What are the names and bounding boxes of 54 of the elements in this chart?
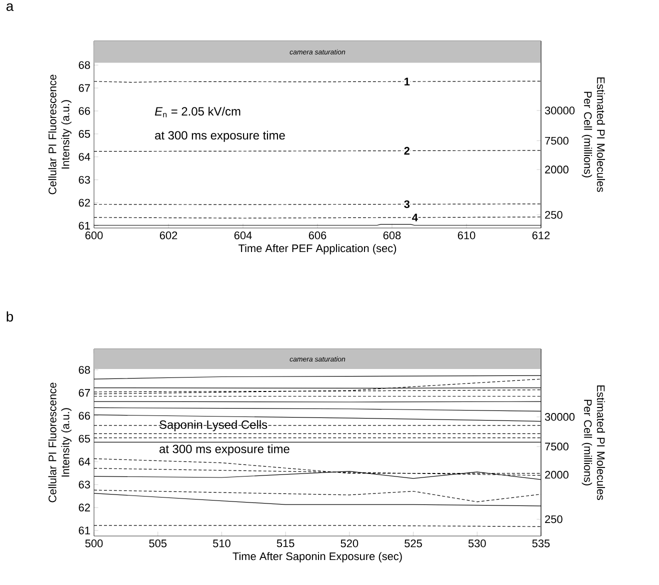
y-tick-label: 67	[78, 388, 90, 397]
y-tick-label: 61	[78, 222, 90, 230]
x-tick-label: 530	[468, 540, 486, 548]
y2-tick-label: 250	[545, 515, 562, 524]
y2-axis-title: Estimated PI Molecules Per Cell (millions)	[582, 78, 606, 192]
y2-tick-label: 2000	[545, 166, 568, 174]
y2-axis-title: Estimated PI Molecules Per Cell (millions)	[582, 386, 605, 500]
y-tick-label: 65	[78, 434, 90, 443]
annotation: E$_{n}$ = 2.05 kV/cm	[154, 106, 240, 118]
series-label: 3	[404, 200, 410, 208]
x-tick-label: 520	[340, 540, 358, 548]
annotation: at 300 ms exposure time	[160, 444, 290, 456]
y2-tick-label: 30000	[544, 106, 575, 114]
x-tick-label: 606	[308, 232, 326, 240]
x-tick-label: 510	[213, 540, 230, 548]
y-tick-label: 68	[78, 366, 90, 374]
series-label: 1	[404, 78, 410, 86]
x-tick-label: 604	[234, 232, 252, 240]
y-tick-label: 67	[78, 84, 90, 92]
y-tick-label: 63	[78, 480, 90, 488]
x-axis-title: Time After Saponin Exposure (sec)	[232, 552, 402, 562]
x-tick-label: 500	[85, 540, 103, 548]
series-label: 4	[412, 214, 418, 222]
y2-tick-label: 250	[545, 211, 562, 219]
y-tick-label: 66	[78, 412, 90, 420]
x-tick-label: 600	[85, 232, 103, 240]
y2-tick-label: 7500	[545, 442, 568, 450]
y-tick-label: 64	[78, 152, 90, 161]
x-tick-label: 525	[404, 540, 422, 548]
y-tick-label: 62	[78, 504, 90, 512]
x-tick-label: 515	[276, 540, 294, 548]
x-tick-label: 612	[532, 232, 550, 240]
y-tick-label: 68	[78, 61, 90, 69]
y-tick-label: 64	[78, 458, 90, 466]
y-tick-label: 62	[78, 198, 90, 207]
y-tick-label: 63	[78, 176, 90, 184]
x-tick-label: 505	[149, 540, 167, 548]
series-label: 2	[404, 146, 410, 155]
x-axis-title: Time After PEF Application (sec)	[238, 244, 396, 254]
annotation: at 300 ms exposure time	[155, 130, 285, 142]
y-tick-label: 65	[78, 130, 90, 138]
y-tick-label: 66	[78, 107, 90, 115]
y2-tick-label: 2000	[545, 470, 568, 479]
y-axis-title: Cellular PI Fluorescence Intensity (a.u.)	[48, 74, 72, 194]
x-tick-label: 535	[532, 540, 550, 548]
x-tick-label: 610	[458, 232, 476, 240]
y2-tick-label: 30000	[544, 413, 575, 421]
y-axis-title: Cellular PI Fluorescence Intensity (a.u.)	[48, 382, 72, 502]
x-tick-label: 602	[160, 232, 178, 240]
text: a	[6, 3, 14, 12]
text: b	[6, 311, 14, 322]
y-tick-label: 61	[78, 526, 90, 534]
x-tick-label: 608	[383, 232, 401, 240]
y2-tick-label: 7500	[545, 136, 568, 145]
